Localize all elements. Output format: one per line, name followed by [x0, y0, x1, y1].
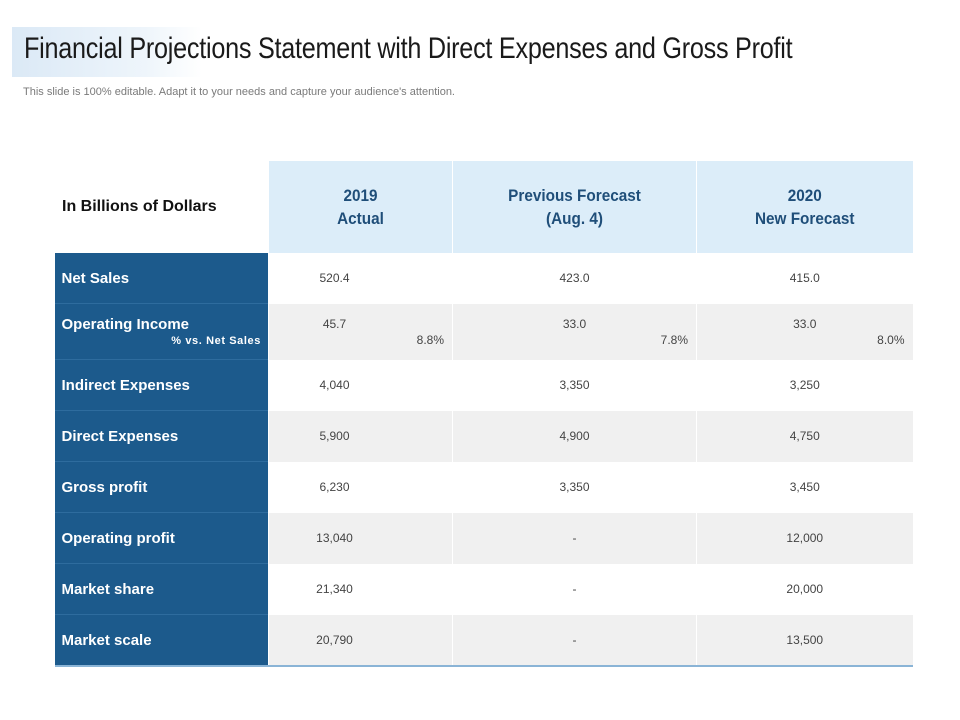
- units-label: In Billions of Dollars: [54, 161, 269, 253]
- cell-2020-forecast: 3,250: [696, 359, 913, 411]
- cell-previous-forecast: 33.0 7.8%: [452, 303, 697, 360]
- cell-2019-actual: 4,040: [268, 359, 453, 411]
- table-row-indirect-expenses: Indirect Expenses 4,040 3,350 3,250: [54, 359, 913, 411]
- header-2020-new-forecast: 2020 New Forecast: [696, 161, 913, 253]
- header-line2: (Aug. 4): [546, 209, 603, 228]
- table-row-direct-expenses: Direct Expenses 5,900 4,900 4,750: [54, 410, 913, 462]
- percent: 7.8%: [660, 333, 688, 347]
- page-title: Financial Projections Statement with Dir…: [24, 32, 793, 65]
- cell-2019-actual: 13,040: [268, 512, 453, 564]
- table-row-market-share: Market share 21,340 - 20,000: [54, 563, 913, 615]
- row-label: Gross profit: [54, 461, 269, 513]
- cell-previous-forecast: 3,350: [452, 461, 697, 513]
- cell-previous-forecast: 4,900: [452, 410, 697, 462]
- cell-2020-forecast: 12,000: [696, 512, 913, 564]
- value: 45.7: [322, 317, 347, 331]
- table-row-operating-income: Operating Income % vs. Net Sales 45.7 8.…: [54, 303, 913, 360]
- percent: 8.8%: [416, 333, 444, 347]
- cell-2020-forecast: 33.0 8.0%: [696, 303, 913, 360]
- table-row-operating-profit: Operating profit 13,040 - 12,000: [54, 512, 913, 564]
- percent: 8.0%: [877, 333, 905, 347]
- cell-previous-forecast: 3,350: [452, 359, 697, 411]
- row-label: Market share: [54, 563, 269, 615]
- header-line1: Previous Forecast: [508, 186, 641, 205]
- table-row-gross-profit: Gross profit 6,230 3,350 3,450: [54, 461, 913, 513]
- cell-2019-actual: 520.4: [268, 253, 453, 304]
- header-previous-forecast: Previous Forecast (Aug. 4): [452, 161, 697, 253]
- row-label: Indirect Expenses: [54, 359, 269, 411]
- header-2019-actual: 2019 Actual: [268, 161, 453, 253]
- cell-2019-actual: 45.7 8.8%: [268, 303, 453, 360]
- row-label: Net Sales: [54, 253, 269, 304]
- cell-2019-actual: 5,900: [268, 410, 453, 462]
- cell-previous-forecast: -: [452, 563, 697, 615]
- header-line2: Actual: [337, 209, 384, 228]
- row-sublabel: % vs. Net Sales: [171, 334, 261, 347]
- cell-2020-forecast: 3,450: [696, 461, 913, 513]
- cell-2019-actual: 6,230: [268, 461, 453, 513]
- table-header-row: In Billions of Dollars 2019 Actual Previ…: [54, 161, 913, 253]
- cell-2020-forecast: 4,750: [696, 410, 913, 462]
- row-label: Operating profit: [54, 512, 269, 564]
- financial-projections-table: In Billions of Dollars 2019 Actual Previ…: [54, 161, 913, 667]
- row-label: Market scale: [54, 614, 269, 667]
- row-label-operating-income: Operating Income % vs. Net Sales: [54, 303, 269, 360]
- title-accent-band: [12, 27, 202, 77]
- cell-2020-forecast: 20,000: [696, 563, 913, 615]
- header-line1: 2020: [787, 186, 822, 205]
- table-row-net-sales: Net Sales 520.4 423.0 415.0: [54, 253, 913, 304]
- value: 33.0: [562, 317, 587, 331]
- row-label: Operating Income: [61, 315, 190, 333]
- value: 33.0: [793, 317, 817, 331]
- page-subtitle: This slide is 100% editable. Adapt it to…: [23, 86, 455, 98]
- cell-previous-forecast: -: [452, 614, 697, 667]
- cell-previous-forecast: 423.0: [452, 253, 697, 304]
- cell-2020-forecast: 13,500: [696, 614, 913, 667]
- financial-table-container: In Billions of Dollars 2019 Actual Previ…: [54, 161, 913, 667]
- table-row-market-scale: Market scale 20,790 - 13,500: [54, 614, 913, 667]
- header-line2: New Forecast: [754, 209, 855, 228]
- cell-2020-forecast: 415.0: [696, 253, 913, 304]
- cell-2019-actual: 21,340: [268, 563, 453, 615]
- cell-previous-forecast: -: [452, 512, 697, 564]
- cell-2019-actual: 20,790: [268, 614, 453, 667]
- row-label: Direct Expenses: [54, 410, 269, 462]
- header-line1: 2019: [343, 186, 378, 205]
